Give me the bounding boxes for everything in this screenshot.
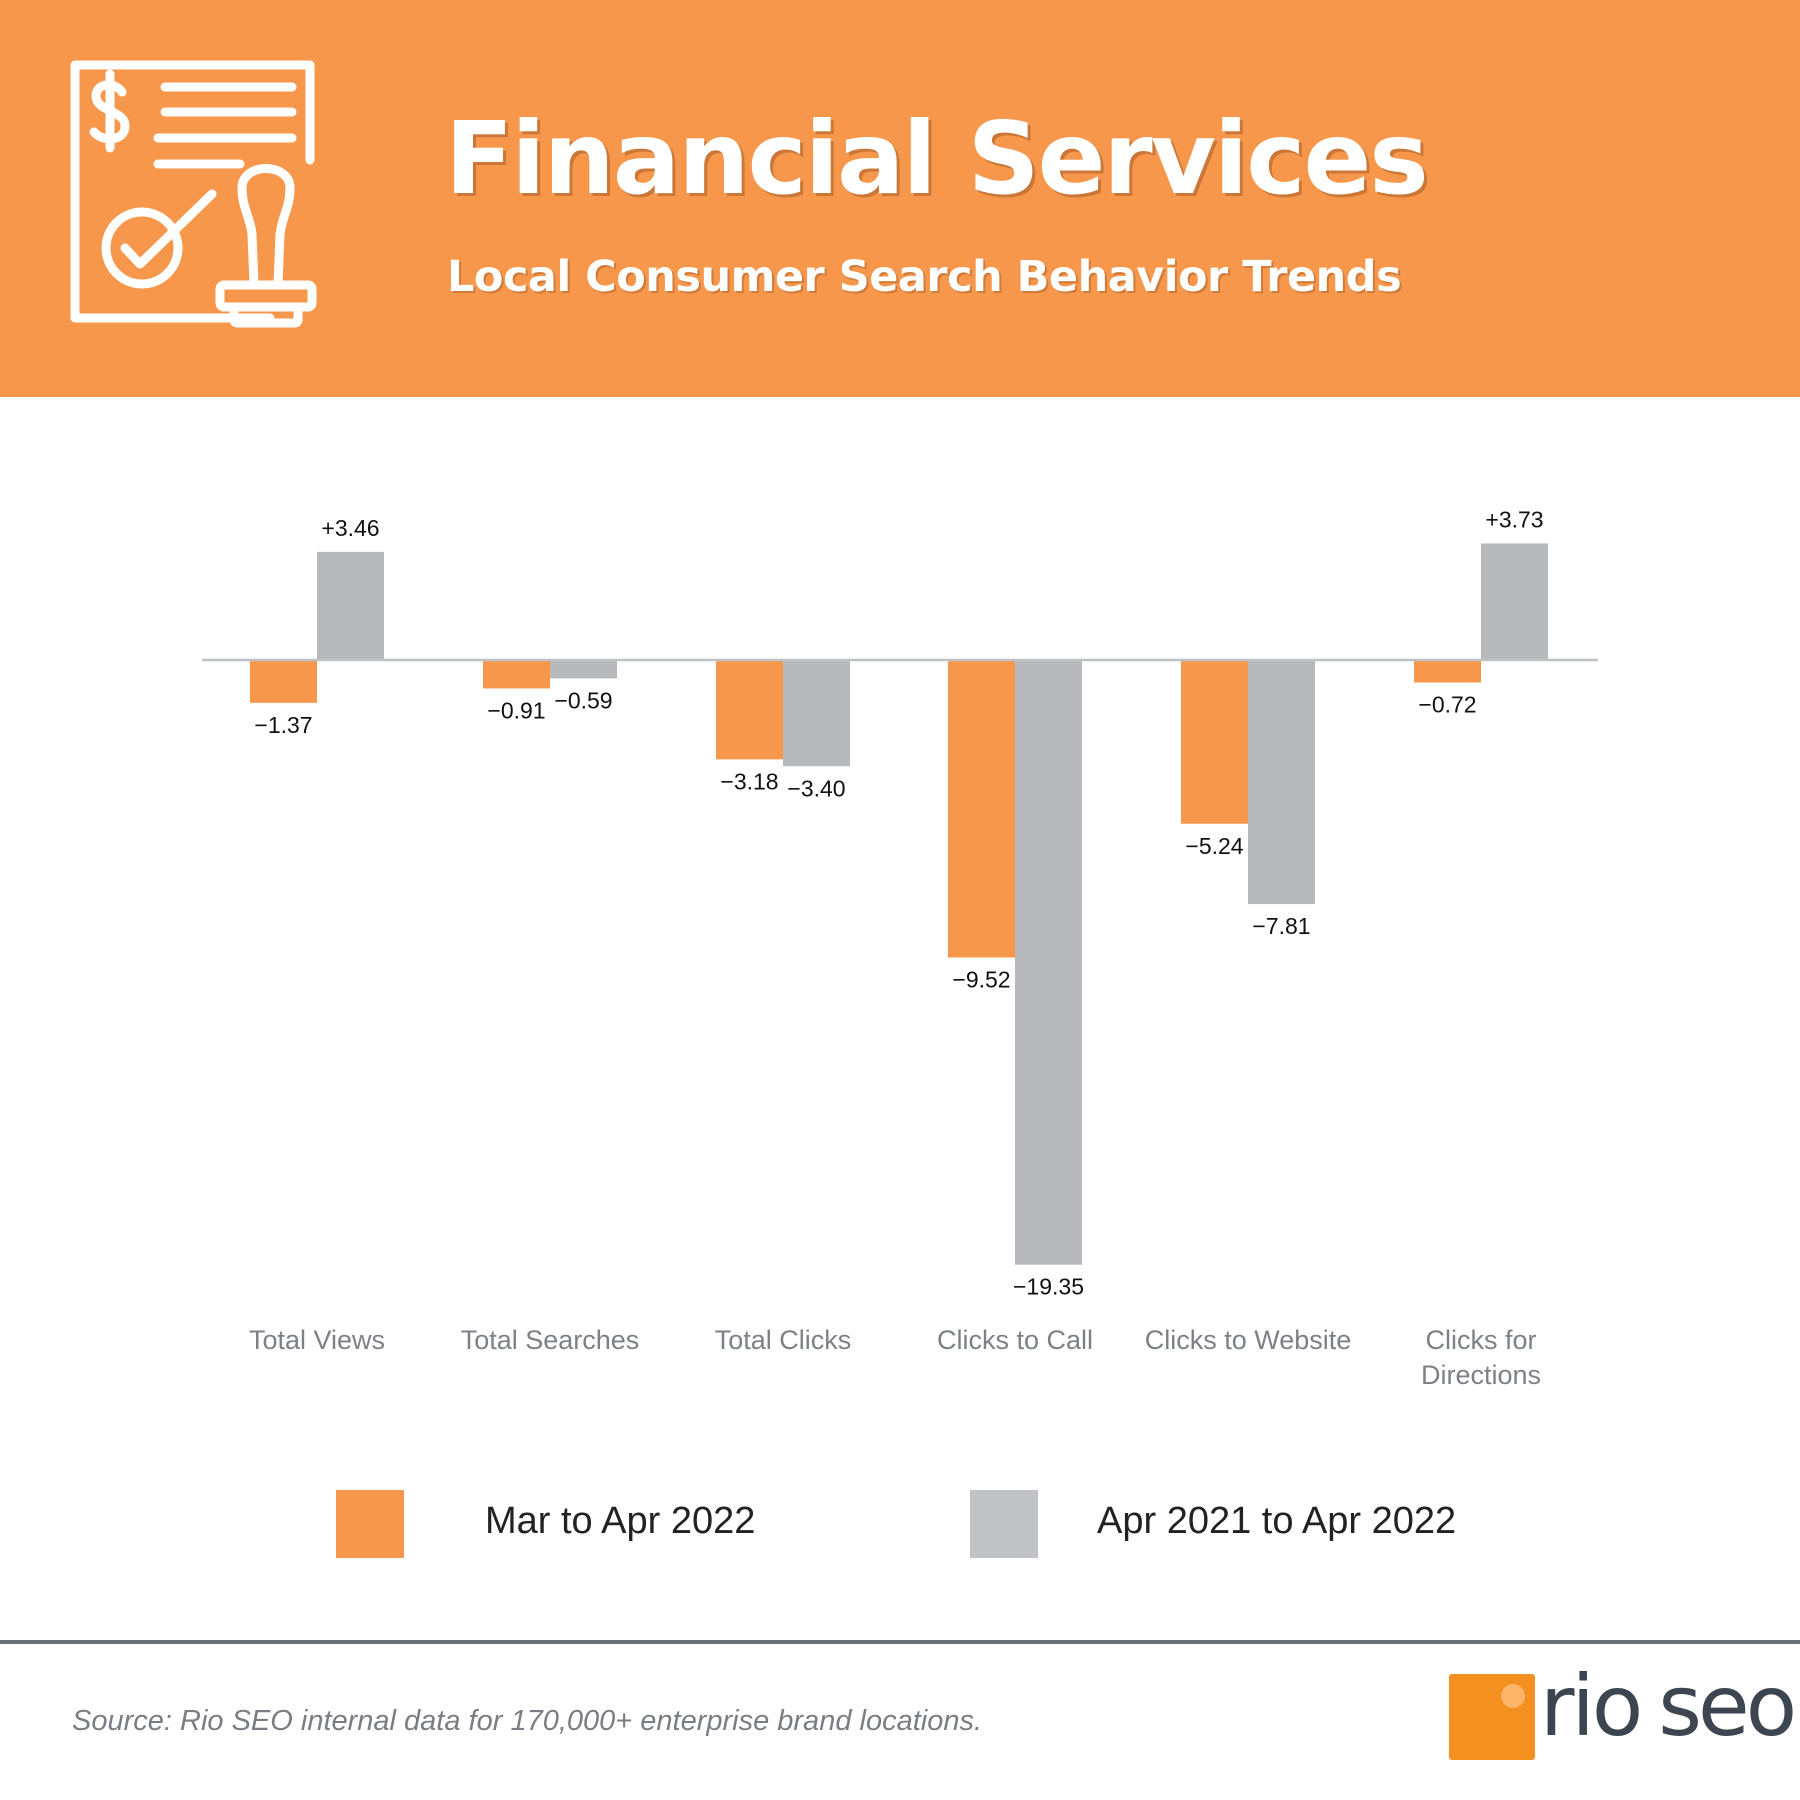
page-subtitle: Local Consumer Search Behavior Trends xyxy=(447,252,1402,302)
bar-s1-c1 xyxy=(250,660,317,703)
bar-s2-c6 xyxy=(1481,543,1548,660)
data-label-s1-c4: −9.52 xyxy=(952,967,1010,993)
legend-label-series-1: Mar to Apr 2022 xyxy=(485,1500,756,1542)
bar-s1-c6 xyxy=(1414,660,1481,683)
category-label-4: Clicks to Call xyxy=(937,1325,1093,1355)
bar-s2-c4 xyxy=(1015,660,1082,1265)
bar-s1-c5 xyxy=(1181,660,1248,824)
legend-swatch-series-2 xyxy=(970,1490,1038,1558)
category-label-1: Total Views xyxy=(249,1325,385,1355)
page-title: Financial Services xyxy=(445,100,1429,217)
bar-s2-c2 xyxy=(550,660,617,679)
category-label-2: Total Searches xyxy=(461,1325,640,1355)
data-label-s2-c2: −0.59 xyxy=(554,687,612,713)
bar-chart: −1.37 −0.91 −3.18 −9.52 −5.24 −0.72 +3.46 −0.59… xyxy=(202,506,1598,1390)
bar-s1-c3 xyxy=(716,660,783,760)
data-label-s2-c3: −3.40 xyxy=(787,775,845,801)
data-label-s1-c6: −0.72 xyxy=(1418,692,1476,718)
data-label-s2-c1: +3.46 xyxy=(321,515,379,541)
data-label-s2-c6: +3.73 xyxy=(1485,506,1543,532)
data-label-s2-c4: −19.35 xyxy=(1013,1274,1084,1300)
data-label-s1-c2: −0.91 xyxy=(487,697,545,723)
category-label-6-line-2: Directions xyxy=(1421,1360,1541,1390)
data-label-s1-c1: −1.37 xyxy=(254,712,312,738)
rio-seo-logo: rio seo xyxy=(1446,1664,1797,1770)
logo-mark xyxy=(1449,1674,1535,1760)
data-label-s1-c5: −5.24 xyxy=(1185,833,1243,859)
legend-swatch-series-1 xyxy=(336,1490,404,1558)
source-note: Source: Rio SEO internal data for 170,00… xyxy=(72,1705,983,1737)
category-label-5: Clicks to Website xyxy=(1145,1325,1352,1355)
bar-s1-c2 xyxy=(483,660,550,689)
data-label-s2-c5: −7.81 xyxy=(1252,913,1310,939)
bar-s2-c3 xyxy=(783,660,850,767)
bar-s2-c5 xyxy=(1248,660,1315,905)
category-label-3: Total Clicks xyxy=(715,1325,852,1355)
footer-divider xyxy=(0,1640,1800,1644)
header-banner: Financial Services Local Consumer Search… xyxy=(0,0,1800,397)
financial-document-stamp-icon xyxy=(70,60,317,328)
legend-label-series-2: Apr 2021 to Apr 2022 xyxy=(1097,1500,1457,1542)
bar-s1-c4 xyxy=(948,660,1015,958)
data-label-s1-c3: −3.18 xyxy=(720,768,778,794)
bar-s2-c1 xyxy=(317,551,384,660)
logo-wordmark: rio seo xyxy=(1540,1657,1797,1755)
category-label-6-line-1: Clicks for xyxy=(1425,1325,1536,1355)
